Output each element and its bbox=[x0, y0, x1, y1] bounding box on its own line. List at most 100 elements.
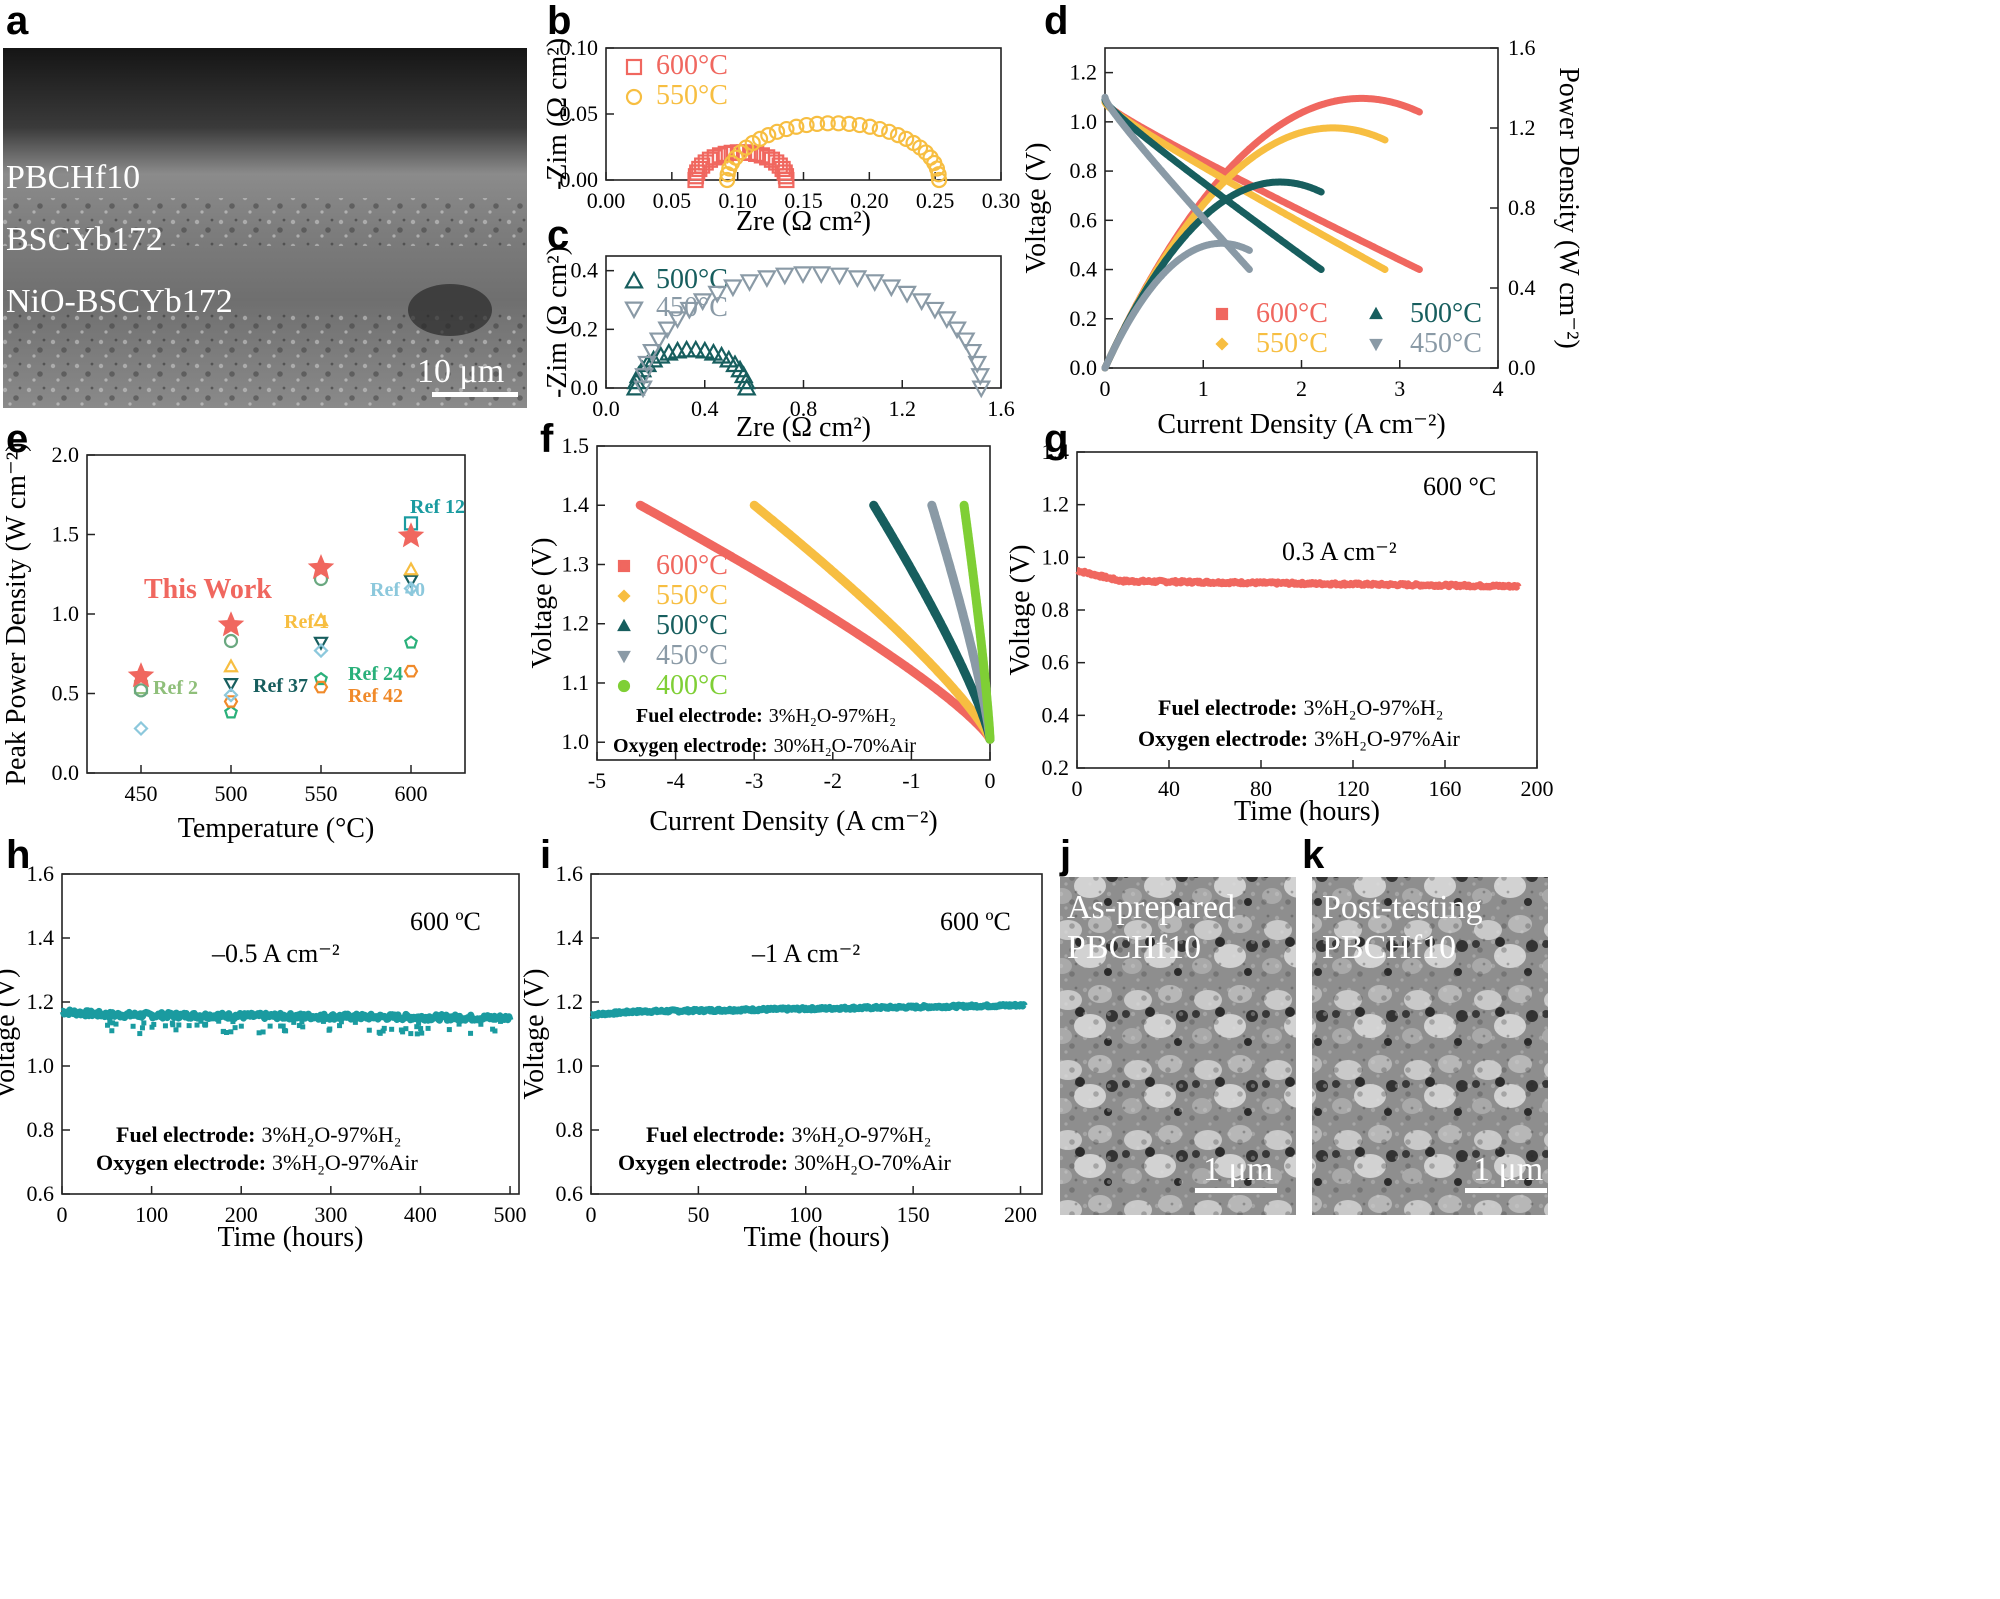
h-stability-outlier bbox=[380, 1028, 386, 1034]
c-ytick-label: 0.4 bbox=[571, 258, 599, 283]
i-ytick-label: 1.6 bbox=[556, 861, 584, 886]
d-xtick-label: 4 bbox=[1493, 376, 1504, 401]
c-ytick-label: 0.0 bbox=[571, 375, 599, 400]
b-point-550 bbox=[841, 115, 858, 132]
panel-label-g: g bbox=[1044, 417, 1068, 461]
g-xtick-label: 160 bbox=[1429, 776, 1462, 801]
e-ref-point bbox=[403, 664, 419, 678]
e-ref-point bbox=[133, 720, 149, 737]
c-xtick-label: 0.4 bbox=[691, 396, 719, 421]
h-stability-outlier bbox=[151, 1021, 157, 1027]
c-point-450 bbox=[707, 285, 728, 304]
h-note-fuel-value: 3%H₂O-97%H₂ bbox=[261, 1122, 401, 1147]
sem-a-layer-electrolyte: BSCYb172 bbox=[6, 221, 163, 258]
g-y-axis-label: Voltage (V) bbox=[1005, 545, 1036, 676]
d-xtick-label: 3 bbox=[1394, 376, 1405, 401]
d-ytick-label: 0.6 bbox=[1070, 207, 1098, 232]
e-xtick-label: 600 bbox=[395, 781, 428, 806]
f-ytick-label: 1.1 bbox=[562, 670, 590, 695]
i-temperature-label: 600 ºC bbox=[940, 907, 1011, 936]
c-point-450 bbox=[811, 266, 832, 285]
d-y-axis-label: Voltage (V) bbox=[1021, 143, 1052, 274]
f-ytick-label: 1.3 bbox=[562, 551, 590, 576]
e-this-work-point bbox=[217, 611, 245, 637]
h-stability-outlier bbox=[419, 1030, 425, 1036]
e-ref-label: Ref 2 bbox=[153, 677, 198, 699]
d-legend-marker bbox=[1215, 307, 1229, 321]
h-stability-outlier bbox=[170, 1022, 176, 1028]
f-legend-label: 600°C bbox=[656, 550, 728, 581]
b-point-550 bbox=[760, 127, 777, 144]
i-x-axis-label: Time (hours) bbox=[744, 1222, 890, 1253]
g-ytick-label: 0.8 bbox=[1042, 597, 1070, 622]
g-xtick-label: 80 bbox=[1250, 776, 1272, 801]
b-legend-marker bbox=[625, 88, 643, 106]
i-xtick-label: 200 bbox=[1004, 1202, 1037, 1227]
d-ytick-label: 0.4 bbox=[1070, 257, 1098, 282]
f-xtick-label: -3 bbox=[745, 768, 763, 793]
h-stability-outlier bbox=[414, 1024, 420, 1030]
h-ytick-label: 1.6 bbox=[27, 861, 55, 886]
f-xtick-label: -5 bbox=[588, 768, 606, 793]
h-stability-outlier bbox=[186, 1023, 192, 1029]
b-point-550 bbox=[930, 166, 947, 183]
h-stability-curve bbox=[59, 1006, 514, 1024]
h-xtick-label: 0 bbox=[57, 1202, 68, 1227]
d-y2tick-label: 1.6 bbox=[1508, 35, 1536, 60]
c-xtick-label: 0.8 bbox=[790, 396, 818, 421]
g-note-oxygen-label: Oxygen electrode: bbox=[1138, 726, 1308, 751]
c-y-axis-label: -Zim (Ω cm²) bbox=[542, 246, 573, 398]
b-ytick-label: 0.10 bbox=[560, 35, 599, 60]
c-legend-label: 450°C bbox=[656, 292, 728, 323]
b-point-550 bbox=[917, 144, 934, 161]
sem-j-texture bbox=[1060, 877, 1296, 1215]
panel-label-a: a bbox=[6, 0, 29, 43]
h-stability-outlier bbox=[137, 1031, 143, 1037]
d-y2tick-label: 0.8 bbox=[1508, 195, 1536, 220]
c-point-450 bbox=[774, 267, 795, 286]
g-ytick-label: 0.4 bbox=[1042, 702, 1070, 727]
panel-e: 450 500 550 600 0.0 0.5 1.0 1.5 2.0 Temperature (… bbox=[1, 442, 466, 844]
c-point-450 bbox=[739, 274, 760, 292]
h-x-axis-label: Time (hours) bbox=[218, 1222, 364, 1253]
b-xtick-label: 0.30 bbox=[982, 188, 1021, 213]
d-xtick-label: 2 bbox=[1296, 376, 1307, 401]
e-xtick-label: 450 bbox=[125, 781, 158, 806]
i-ytick-label: 1.0 bbox=[556, 1053, 584, 1078]
e-this-work-label: This Work bbox=[144, 574, 272, 605]
f-curve-400 bbox=[959, 500, 995, 744]
e-ref-label: Ref 12 bbox=[410, 496, 465, 518]
h-stability-outlier bbox=[162, 1023, 168, 1029]
panel-a: PBCHf10 BSCYb172 NiO-BSCYb172 10 μm bbox=[3, 48, 527, 408]
h-stability-outlier bbox=[278, 1023, 284, 1029]
d-ytick-label: 0.0 bbox=[1070, 355, 1098, 380]
b-point-550 bbox=[889, 127, 907, 144]
h-stability-outlier bbox=[338, 1019, 344, 1025]
e-ref-point bbox=[404, 635, 418, 649]
g-ytick-label: 1.4 bbox=[1042, 439, 1070, 464]
h-stability-outlier bbox=[173, 1027, 179, 1033]
b-x-axis-label: Zre (Ω cm²) bbox=[736, 206, 871, 237]
h-current-label: –0.5 A cm⁻² bbox=[211, 939, 340, 968]
h-stability-outlier bbox=[224, 1030, 230, 1036]
d-ytick-label: 0.8 bbox=[1070, 158, 1098, 183]
e-ref-label: Ref 40 bbox=[370, 579, 425, 601]
h-xtick-label: 400 bbox=[404, 1202, 437, 1227]
i-ytick-label: 0.6 bbox=[556, 1181, 584, 1206]
b-point-600 bbox=[759, 149, 776, 166]
b-xtick-label: 0.15 bbox=[784, 188, 823, 213]
h-stability-outlier bbox=[418, 1026, 424, 1032]
panel-b: 0.00 0.05 0.10 0.15 0.20 0.25 0.30 0.00 0.05 0.10… bbox=[542, 35, 1020, 237]
h-stability-outlier bbox=[296, 1023, 302, 1029]
h-stability-outlier bbox=[478, 1021, 484, 1027]
d-ytick-label: 1.0 bbox=[1070, 109, 1098, 134]
c-point-450 bbox=[936, 311, 957, 330]
b-point-550 bbox=[931, 171, 948, 189]
c-point-450 bbox=[757, 270, 777, 289]
panel-label-f: f bbox=[540, 417, 554, 461]
c-point-450 bbox=[642, 343, 662, 362]
c-point-500 bbox=[736, 371, 756, 390]
c-point-450 bbox=[947, 321, 967, 340]
sem-j-scale-text: 1 μm bbox=[1203, 1151, 1273, 1188]
